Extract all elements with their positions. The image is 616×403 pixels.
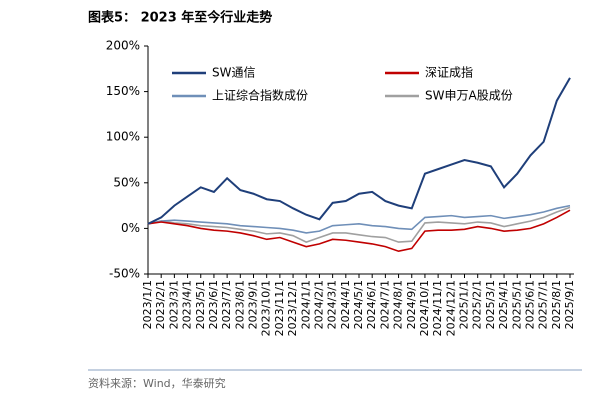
x-tick-label: 2023/10/1 <box>260 280 273 336</box>
series-line <box>147 77 571 225</box>
y-tick-label: 100% <box>106 130 140 144</box>
chart-title: 图表5： 2023 年至今行业走势 <box>88 10 272 26</box>
x-tick-label: 2024/6/1 <box>365 280 378 329</box>
y-tick-label: -50% <box>109 267 140 281</box>
x-tick-label: 2025/9/1 <box>563 280 576 329</box>
x-tick-label: 2024/1/1 <box>299 280 312 329</box>
x-tick-label: 2023/8/1 <box>233 280 246 329</box>
x-tick-label: 2024/9/1 <box>405 280 418 329</box>
x-tick-label: 2024/10/1 <box>418 280 431 336</box>
x-tick-label: 2023/11/1 <box>273 280 286 336</box>
series-line <box>147 204 571 234</box>
x-tick-label: 2023/7/1 <box>220 280 233 329</box>
legend-label: 上证综合指数成份 <box>212 88 308 103</box>
x-tick-label: 2025/7/1 <box>537 280 550 329</box>
series-line <box>147 206 571 243</box>
y-tick-label: 50% <box>113 175 140 189</box>
x-tick-label: 2025/6/1 <box>523 280 536 329</box>
x-tick-label: 2023/12/1 <box>286 280 299 336</box>
x-tick-label: 2024/7/1 <box>378 280 391 329</box>
x-tick-label: 2023/4/1 <box>181 280 194 329</box>
x-tick-label: 2023/6/1 <box>207 280 220 329</box>
x-tick-label: 2025/1/1 <box>458 280 471 329</box>
x-tick-label: 2023/3/1 <box>167 280 180 329</box>
x-tick-label: 2023/1/1 <box>141 280 154 329</box>
legend-label: SW申万A股成份 <box>425 89 513 103</box>
legend-label: 深证成指 <box>425 65 473 80</box>
x-tick-label: 2024/5/1 <box>352 280 365 329</box>
x-tick-label: 2024/3/1 <box>326 280 339 329</box>
x-tick-label: 2025/5/1 <box>510 280 523 329</box>
x-tick-label: 2024/12/1 <box>444 280 457 336</box>
x-tick-label: 2024/11/1 <box>431 280 444 336</box>
x-tick-label: 2024/2/1 <box>312 280 325 329</box>
y-tick-label: 150% <box>106 84 140 98</box>
source: 资料来源：Wind，华泰研究 <box>88 376 226 390</box>
y-tick-label: 200% <box>106 39 140 53</box>
legend-label: SW通信 <box>212 66 255 80</box>
series-line <box>147 209 571 253</box>
x-tick-label: 2025/2/1 <box>471 280 484 329</box>
x-tick-label: 2023/5/1 <box>194 280 207 329</box>
x-tick-label: 2025/3/1 <box>484 280 497 329</box>
x-tick-label: 2025/8/1 <box>550 280 563 329</box>
x-tick-label: 2023/2/1 <box>154 280 167 329</box>
x-tick-label: 2024/4/1 <box>339 280 352 329</box>
x-tick-label: 2023/9/1 <box>247 280 260 329</box>
y-tick-label: 0% <box>121 221 140 235</box>
x-tick-label: 2025/4/1 <box>497 280 510 329</box>
x-tick-label: 2024/8/1 <box>392 280 405 329</box>
